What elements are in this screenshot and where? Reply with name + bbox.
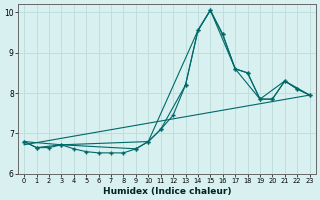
X-axis label: Humidex (Indice chaleur): Humidex (Indice chaleur) bbox=[103, 187, 231, 196]
